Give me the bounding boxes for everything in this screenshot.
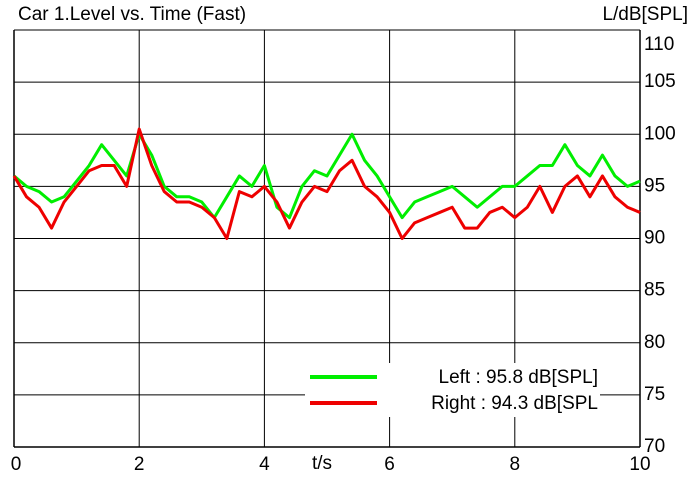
- x-tick-label: 0: [11, 454, 22, 475]
- y-axis-label: L/dB[SPL]: [602, 4, 688, 25]
- x-tick-label: 6: [384, 454, 395, 475]
- y-tick-label: 85: [644, 280, 665, 301]
- x-tick-label: 2: [134, 454, 145, 475]
- legend-label: Right : 94.3 dB[SPL: [431, 393, 598, 414]
- data-line: [13, 132, 641, 220]
- legend-box: [305, 363, 600, 417]
- y-tick-label: 90: [644, 228, 665, 249]
- y-tick-label: 80: [644, 332, 665, 353]
- x-tick-label: 8: [510, 454, 521, 475]
- x-tick-label: 10: [629, 454, 650, 475]
- x-axis-label: t/s: [312, 453, 332, 474]
- chart-title: Car 1.Level vs. Time (Fast): [18, 4, 246, 25]
- data-line: [12, 127, 641, 240]
- y-tick-label: 70: [644, 436, 665, 457]
- y-tick-label: 110: [644, 34, 674, 55]
- y-tick-label: 100: [644, 123, 676, 144]
- y-tick-label: 95: [644, 175, 665, 196]
- legend-label: Left : 95.8 dB[SPL]: [439, 367, 599, 388]
- x-tick-label: 4: [259, 454, 270, 475]
- y-tick-label: 105: [644, 71, 676, 92]
- y-tick-label: 75: [644, 384, 665, 405]
